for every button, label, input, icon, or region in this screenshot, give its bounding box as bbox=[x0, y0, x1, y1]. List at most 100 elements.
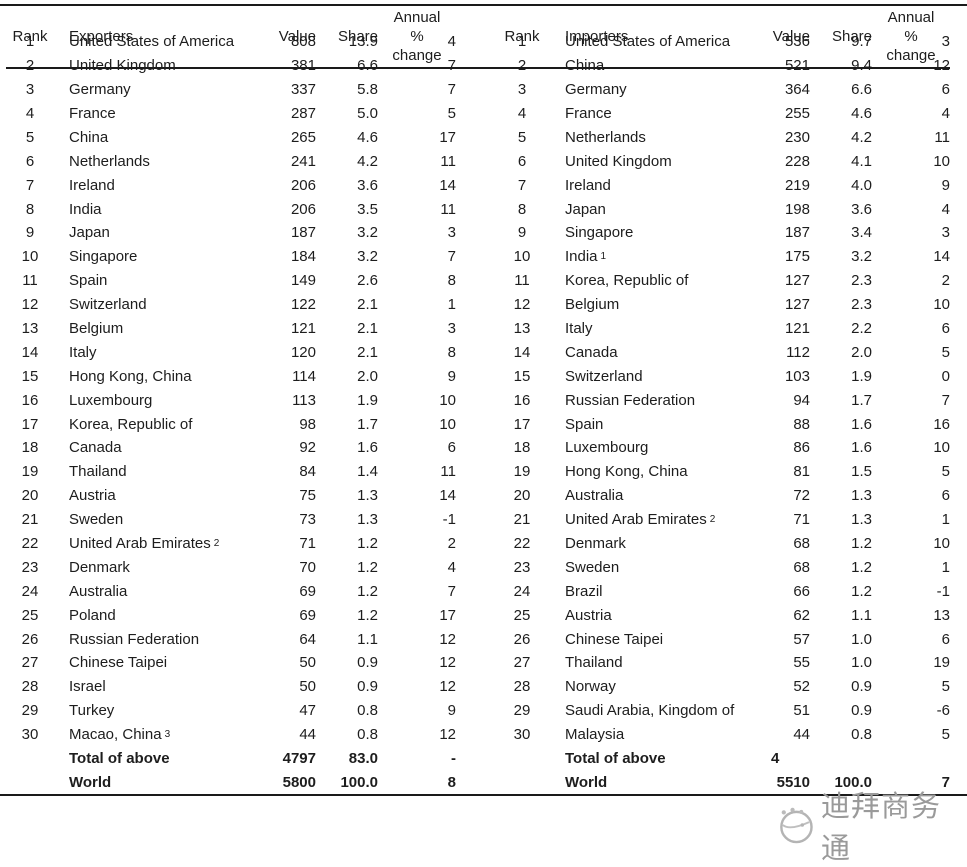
left-share-cell: 3.2 bbox=[357, 248, 378, 266]
left-rank-cell: 5 bbox=[25, 128, 35, 146]
left-value-cell: 84 bbox=[299, 463, 316, 481]
exporter-name: United Arab Emirates 2 bbox=[69, 535, 220, 553]
left-value-cell: 70 bbox=[299, 558, 316, 576]
right-value-cell: 62 bbox=[793, 606, 810, 624]
left-value-cell: 69 bbox=[299, 606, 316, 624]
left-change-cell: 14 bbox=[439, 487, 456, 505]
left-share-cell: 3.6 bbox=[357, 176, 378, 194]
row-gap bbox=[456, 723, 498, 747]
right-change-cell bbox=[872, 747, 950, 771]
importer-name: Russian Federation bbox=[565, 391, 696, 409]
right-share-cell: 4.0 bbox=[851, 176, 872, 194]
left-rank-cell bbox=[6, 747, 54, 771]
right-change-cell: 1 bbox=[941, 558, 950, 576]
right-share-cell: 1.2 bbox=[851, 558, 872, 576]
left-share-cell: 0.8 bbox=[357, 702, 378, 720]
right-change-cell: 7 bbox=[941, 773, 950, 791]
left-change-cell: 12 bbox=[439, 678, 456, 696]
right-rank-cell: 15 bbox=[513, 367, 531, 385]
right-change-cell: 10 bbox=[933, 152, 950, 170]
exporter-name: France bbox=[69, 105, 116, 122]
left-value-cell: 206 bbox=[290, 176, 316, 194]
left-value-cell: 184 bbox=[290, 248, 316, 266]
left-rank-cell: 23 bbox=[21, 558, 39, 576]
right-share-cell: 1.5 bbox=[851, 463, 872, 481]
left-change-cell: 7 bbox=[447, 57, 456, 75]
left-share-cell: 4.2 bbox=[357, 152, 378, 170]
row-gap bbox=[456, 78, 498, 102]
watermark-text: 迪拜商务通 bbox=[820, 789, 941, 865]
left-rank-cell: 7 bbox=[25, 176, 35, 194]
left-rank-cell: 10 bbox=[21, 248, 39, 266]
row-gap bbox=[456, 125, 498, 149]
left-header-annual-change: Annual % change bbox=[378, 6, 456, 69]
right-value-cell: 219 bbox=[784, 176, 810, 194]
left-change-cell: 12 bbox=[439, 654, 456, 672]
left-value-cell: 206 bbox=[290, 200, 316, 218]
left-value-cell: 187 bbox=[290, 224, 316, 242]
left-value-cell: 265 bbox=[290, 128, 316, 146]
left-change-cell: 17 bbox=[439, 128, 456, 146]
right-share-cell: 1.9 bbox=[851, 367, 872, 385]
right-share-cell: 2.3 bbox=[851, 296, 872, 314]
right-change-cell: 16 bbox=[933, 415, 950, 433]
right-change-cell: 4 bbox=[941, 105, 950, 122]
left-share-cell: 2.1 bbox=[357, 296, 378, 314]
right-change-cell: 6 bbox=[941, 81, 950, 99]
right-change-cell: 3 bbox=[941, 33, 950, 51]
right-value-cell: 127 bbox=[784, 272, 810, 290]
row-gap bbox=[456, 245, 498, 269]
watermark: 迪拜商务通 bbox=[776, 783, 967, 867]
right-header-annual-change: Annual % change bbox=[872, 6, 950, 69]
left-rank-cell: 9 bbox=[25, 224, 35, 242]
right-value-cell: 103 bbox=[784, 367, 810, 385]
left-share-cell: 1.3 bbox=[357, 511, 378, 529]
annual-line2: % bbox=[904, 28, 918, 45]
right-share-cell: 4.2 bbox=[851, 128, 872, 146]
left-value-cell: 73 bbox=[299, 511, 316, 529]
left-share-cell: 83.0 bbox=[348, 750, 378, 768]
right-share-cell: 1.2 bbox=[851, 582, 872, 600]
right-value-cell: 364 bbox=[784, 81, 810, 99]
left-value-cell: 241 bbox=[290, 152, 316, 170]
importer-name: Malaysia bbox=[565, 726, 625, 744]
row-gap bbox=[456, 317, 498, 341]
left-share-cell: 4.6 bbox=[357, 128, 378, 146]
exporter-name: Chinese Taipei bbox=[69, 654, 168, 672]
right-header-share: Share bbox=[810, 6, 872, 69]
left-rank-cell: 21 bbox=[21, 511, 39, 529]
right-value-cell: 55 bbox=[793, 654, 810, 672]
left-change-cell: 11 bbox=[440, 152, 456, 170]
left-share-cell: 5.0 bbox=[357, 105, 378, 122]
left-header-value: Value bbox=[264, 6, 316, 69]
left-share-cell: 3.5 bbox=[357, 200, 378, 218]
right-value-cell: 68 bbox=[793, 558, 810, 576]
left-header-exporters: Exporters bbox=[54, 6, 264, 69]
exporter-name: Belgium bbox=[69, 320, 124, 338]
exporter-name: Turkey bbox=[69, 702, 115, 720]
row-gap bbox=[456, 197, 498, 221]
left-rank-cell: 1 bbox=[25, 33, 35, 51]
row-gap bbox=[456, 269, 498, 293]
left-value-cell: 5800 bbox=[282, 773, 316, 791]
left-change-cell: 10 bbox=[439, 415, 456, 433]
left-rank-cell: 8 bbox=[25, 200, 35, 218]
right-rank-cell: 12 bbox=[513, 296, 531, 314]
left-share-cell: 1.1 bbox=[357, 630, 378, 648]
exporter-name: Poland bbox=[69, 606, 116, 624]
right-share-cell bbox=[810, 747, 872, 771]
left-share-cell: 1.2 bbox=[357, 582, 378, 600]
left-share-cell: 0.8 bbox=[357, 726, 378, 744]
row-gap bbox=[456, 675, 498, 699]
importer-name: Japan bbox=[565, 200, 606, 218]
row-gap bbox=[456, 627, 498, 651]
left-share-cell: 2.0 bbox=[357, 367, 378, 385]
right-share-cell: 1.3 bbox=[851, 487, 872, 505]
exporter-name: Sweden bbox=[69, 511, 124, 529]
right-value-cell: 88 bbox=[793, 415, 810, 433]
importer-name: Saudi Arabia, Kingdom of bbox=[565, 702, 735, 720]
left-share-cell: 100.0 bbox=[340, 773, 378, 791]
right-change-cell: 4 bbox=[941, 200, 950, 218]
importer-name: Germany bbox=[565, 81, 627, 99]
annual-line3: change bbox=[886, 47, 936, 64]
